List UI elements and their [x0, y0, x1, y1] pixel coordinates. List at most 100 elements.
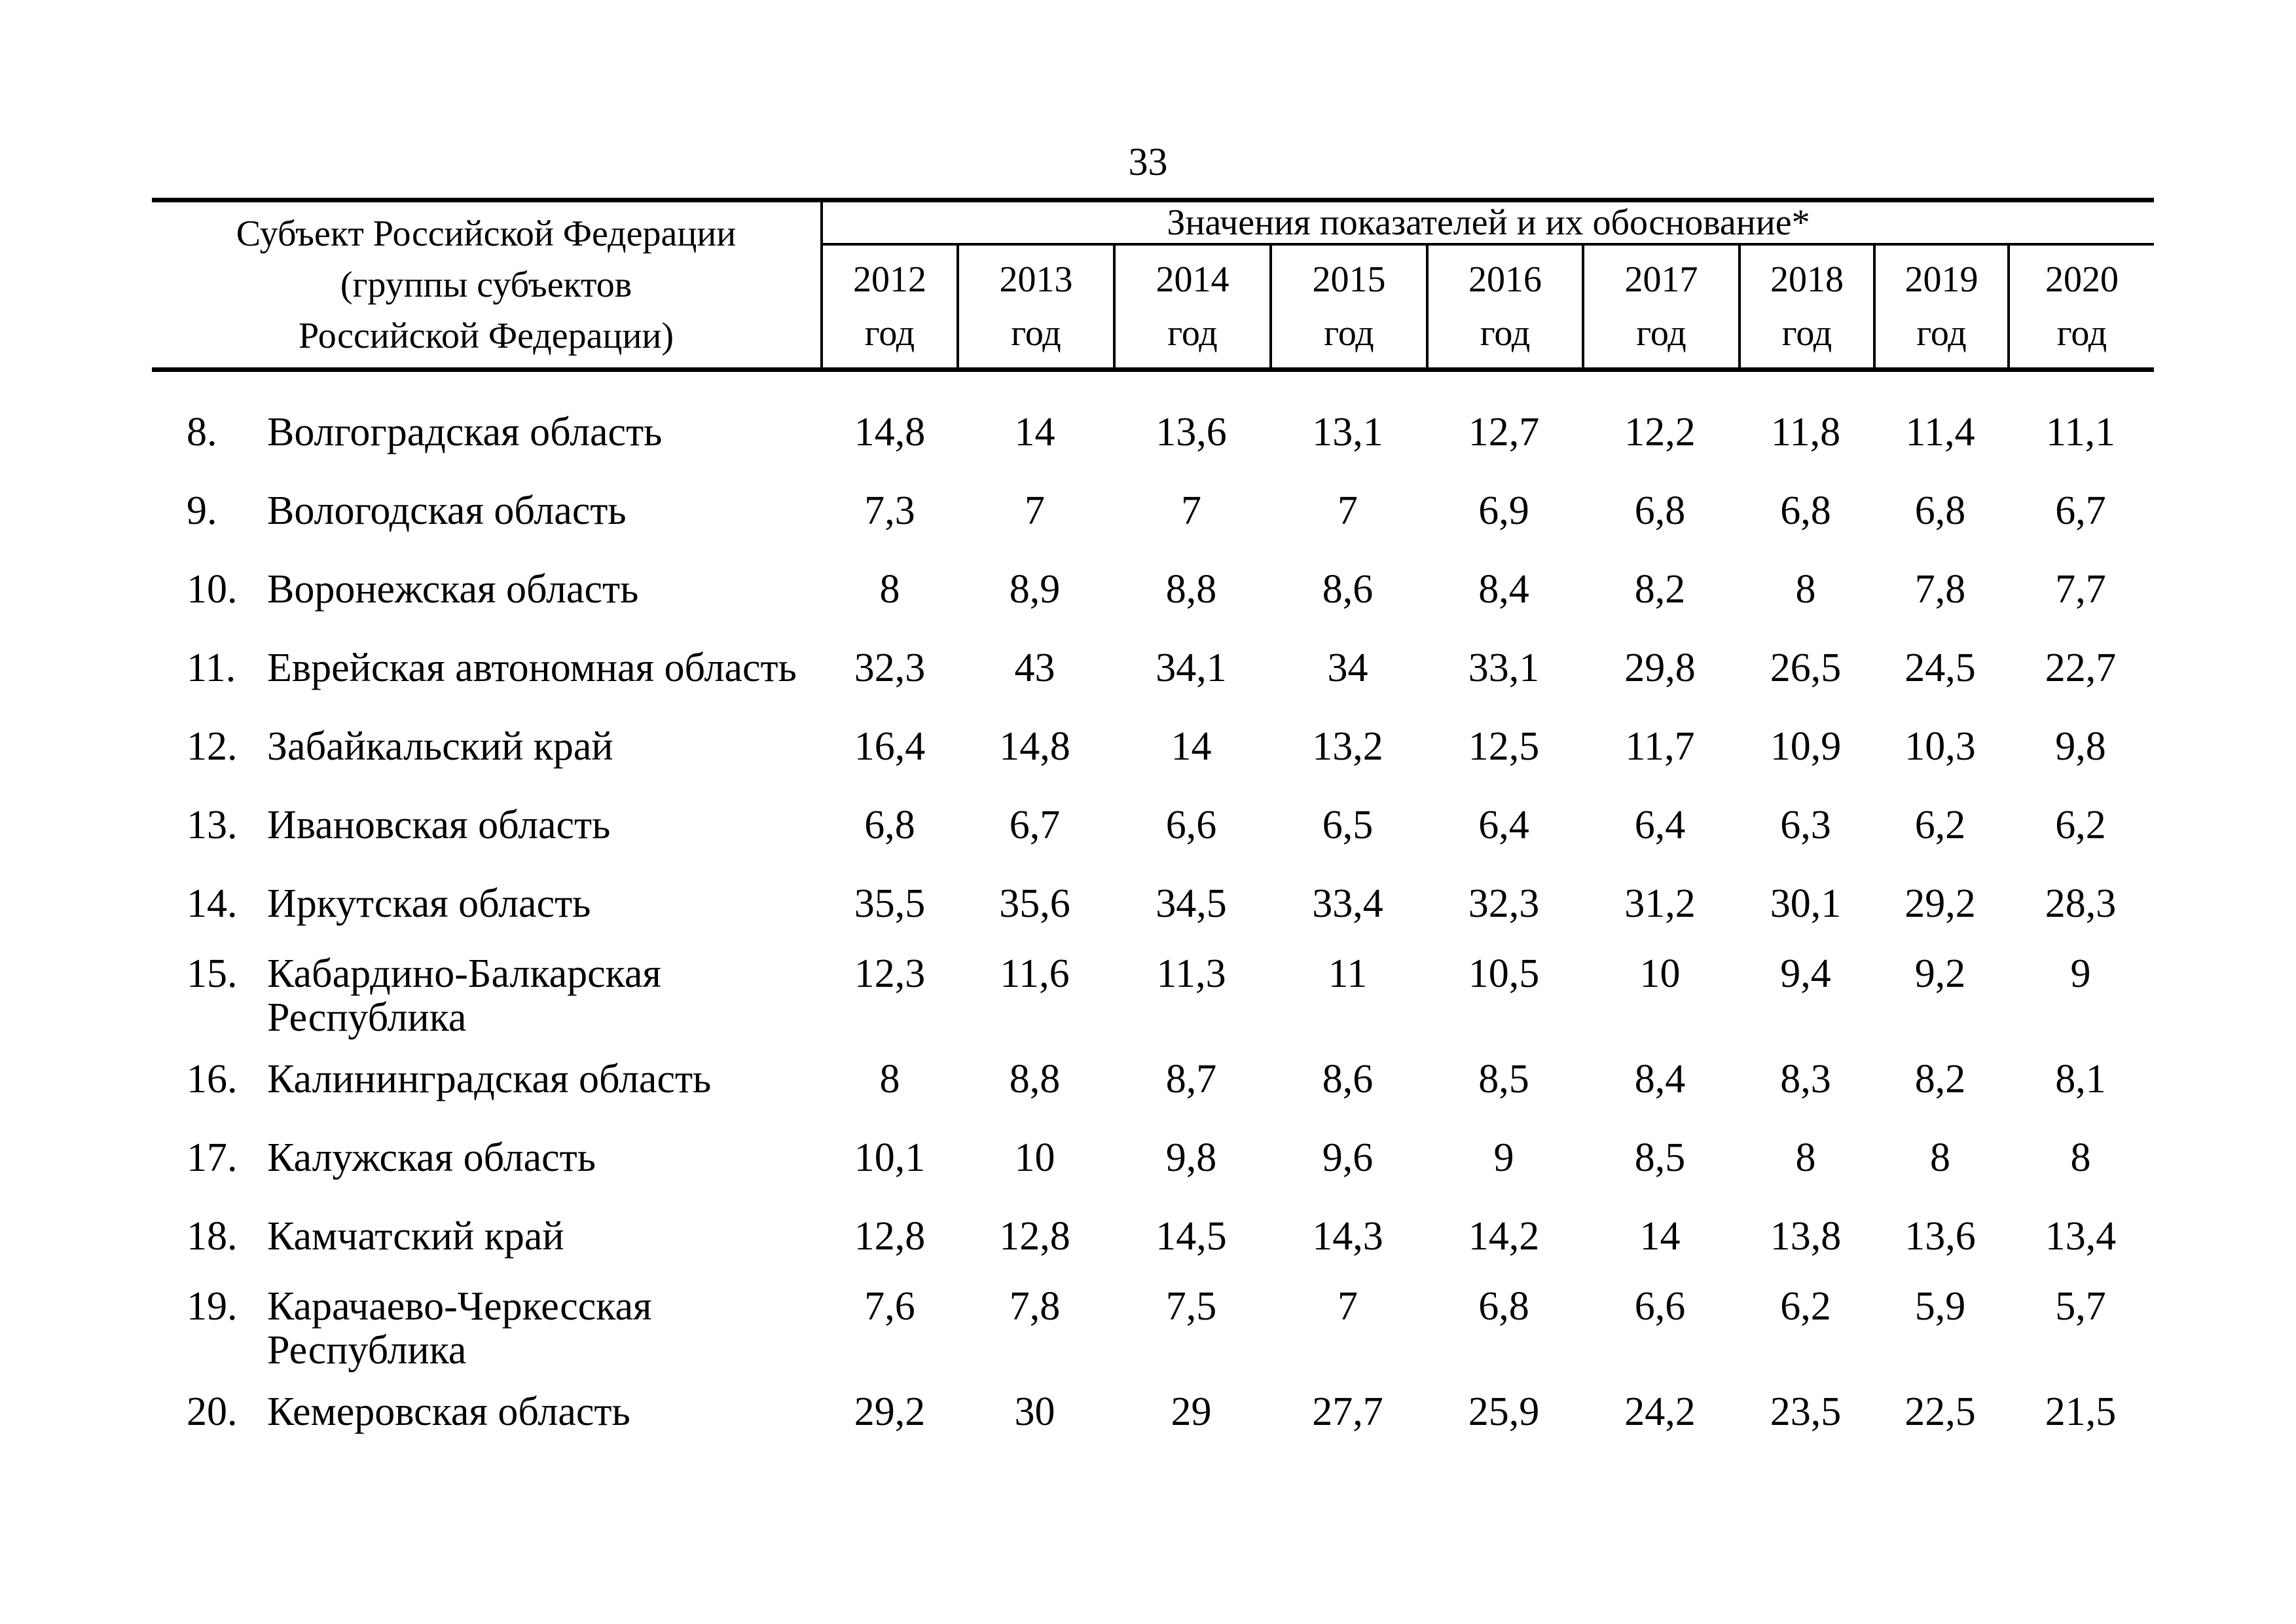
value-cell: 8: [879, 1056, 900, 1101]
value-cell: 6,8: [1914, 488, 1966, 533]
table-row: 13. Ивановская область 6,8 6,7 6,6 6,5 6,4 6,…: [152, 786, 2154, 864]
region-name: Воронежская область: [267, 566, 639, 612]
value-cell: 11,8: [1770, 409, 1841, 454]
value-cell: 13,6: [1904, 1213, 1976, 1259]
region-name: Ивановская область: [267, 802, 611, 847]
value-cell: 7,6: [864, 1284, 915, 1329]
value-cell: 14: [1014, 409, 1055, 454]
year-column-header: 2017 год: [1582, 246, 1738, 367]
value-cell: 5,9: [1914, 1284, 1966, 1329]
value-cell: 13,6: [1156, 409, 1227, 454]
value-cell: 27,7: [1312, 1389, 1383, 1434]
value-cell: 29: [1171, 1389, 1212, 1434]
table-row: 12. Забайкальский край 16,4 14,8 14 13,2 12,…: [152, 707, 2154, 786]
year-column-header: 2015 год: [1269, 246, 1426, 367]
value-cell: 11,1: [2045, 409, 2116, 454]
row-number: 18.: [187, 1213, 238, 1259]
year-label: 2016: [1468, 259, 1542, 300]
value-cell: 31,2: [1624, 881, 1696, 926]
row-number: 16.: [187, 1056, 238, 1101]
value-cell: 14: [1171, 724, 1212, 769]
value-cell: 8,9: [1009, 566, 1061, 612]
subject-header-line-3: Российской Федерации): [298, 316, 674, 356]
year-column-header: 2013 год: [957, 246, 1113, 367]
value-cell: 14,8: [999, 724, 1070, 769]
year-column-header: 2016 год: [1426, 246, 1582, 367]
value-cell: 6,2: [2055, 802, 2106, 847]
region-name: Кемеровская область: [267, 1389, 630, 1434]
row-number: 14.: [187, 881, 238, 926]
table-row: 15. Кабардино-Балкарская Республика 12,3…: [152, 943, 2154, 1040]
value-cell: 43: [1014, 645, 1055, 690]
row-number: 12.: [187, 724, 238, 769]
value-cell: 8: [879, 566, 900, 612]
region-name: Вологодская область: [267, 488, 627, 533]
value-cell: 8: [2070, 1135, 2091, 1180]
row-number: 13.: [187, 802, 238, 847]
value-cell: 26,5: [1770, 645, 1842, 690]
value-cell: 14,3: [1312, 1213, 1383, 1259]
value-cell: 30: [1014, 1389, 1055, 1434]
value-cell: 7,3: [864, 488, 915, 533]
value-cell: 14,2: [1468, 1213, 1540, 1259]
value-cell: 9,2: [1914, 951, 1966, 996]
value-cell: 6,8: [1478, 1284, 1529, 1329]
value-cell: 6,8: [1634, 488, 1686, 533]
region-name: Калининградская область: [267, 1056, 712, 1101]
value-cell: 9,4: [1780, 951, 1831, 996]
value-cell: 12,5: [1468, 724, 1540, 769]
year-unit-label: год: [1636, 313, 1686, 354]
value-cell: 34,1: [1156, 645, 1227, 690]
value-cell: 29,8: [1624, 645, 1696, 690]
value-cell: 13,1: [1312, 409, 1383, 454]
value-cell: 14,8: [854, 409, 926, 454]
value-cell: 6,6: [1165, 802, 1217, 847]
value-cell: 13,2: [1312, 724, 1383, 769]
table-body: 8. Волгоградская область 14,8 14 13,6 13,1 1…: [152, 372, 2154, 1451]
value-cell: 8,5: [1634, 1135, 1686, 1180]
value-cell: 9,8: [1165, 1135, 1217, 1180]
value-cell: 8,4: [1634, 1056, 1686, 1101]
value-cell: 12,8: [999, 1213, 1070, 1259]
value-cell: 11,7: [1625, 724, 1695, 769]
value-cell: 22,5: [1904, 1389, 1976, 1434]
value-cell: 34,5: [1156, 881, 1227, 926]
value-cell: 7,8: [1914, 566, 1966, 612]
value-cell: 30,1: [1770, 881, 1842, 926]
value-cell: 13,4: [2045, 1213, 2117, 1259]
value-cell: 6,7: [1009, 802, 1061, 847]
value-cell: 12,2: [1624, 409, 1696, 454]
value-cell: 10: [1014, 1135, 1055, 1180]
value-cell: 8,2: [1634, 566, 1686, 612]
value-cell: 9: [2070, 951, 2091, 996]
year-label: 2015: [1312, 259, 1386, 300]
value-cell: 8: [1795, 566, 1816, 612]
value-cell: 5,7: [2055, 1284, 2106, 1329]
value-cell: 28,3: [2045, 881, 2117, 926]
value-cell: 7,5: [1165, 1284, 1217, 1329]
value-cell: 10,1: [854, 1135, 926, 1180]
subject-header-line-2: (группы субъектов: [340, 265, 632, 305]
value-cell: 11: [1328, 951, 1368, 996]
subject-header-line-1: Субъект Российской Федерации: [236, 213, 737, 254]
value-cell: 6,9: [1478, 488, 1529, 533]
row-number: 11.: [187, 645, 236, 690]
value-cell: 8,2: [1914, 1056, 1966, 1101]
value-cell: 6,2: [1780, 1284, 1831, 1329]
region-name: Еврейская автономная область: [267, 645, 797, 690]
table-row: 19. Карачаево-Черкесская Республика 7,6 7…: [152, 1276, 2154, 1373]
row-number: 10.: [187, 566, 238, 612]
values-header-title: Значения показателей и их обоснование*: [823, 202, 2154, 246]
value-cell: 7: [1025, 488, 1045, 533]
region-name: Волгоградская область: [267, 409, 663, 454]
region-name: Калужская область: [267, 1135, 596, 1180]
year-unit-label: год: [2056, 313, 2107, 354]
value-cell: 34: [1327, 645, 1368, 690]
value-cell: 9,8: [2055, 724, 2106, 769]
value-cell: 10: [1639, 951, 1681, 996]
row-number: 20.: [187, 1389, 238, 1434]
value-cell: 13,8: [1770, 1213, 1842, 1259]
value-cell: 29,2: [854, 1389, 926, 1434]
value-cell: 7,8: [1009, 1284, 1061, 1329]
table-row: 9. Вологодская область 7,3 7 7 7 6,9 6,8 6,8 6,…: [152, 471, 2154, 550]
